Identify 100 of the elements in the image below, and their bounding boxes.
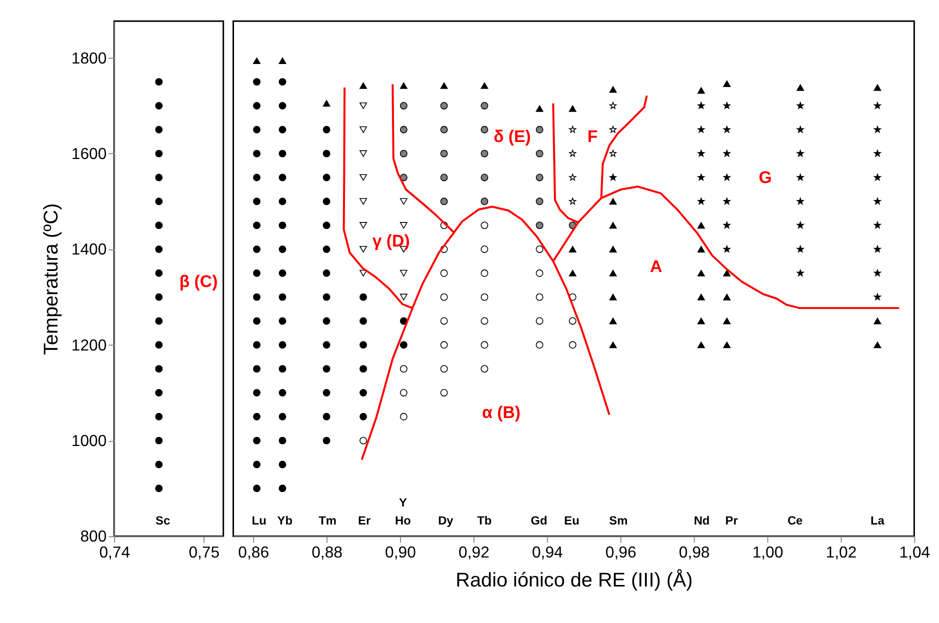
x-tick-label: 1,00 xyxy=(752,544,784,562)
point xyxy=(536,341,544,349)
point xyxy=(155,78,163,86)
annotation: La xyxy=(870,513,885,528)
point xyxy=(322,198,330,206)
x-tick-label: 0,96 xyxy=(605,544,636,562)
point xyxy=(278,78,286,86)
point xyxy=(278,412,286,420)
point xyxy=(480,246,488,253)
point xyxy=(536,317,544,325)
point xyxy=(253,484,260,492)
point xyxy=(360,436,368,444)
point xyxy=(253,246,260,253)
point xyxy=(400,198,408,205)
point xyxy=(440,174,448,182)
point xyxy=(874,342,882,348)
point xyxy=(360,126,368,133)
point xyxy=(697,270,705,276)
point xyxy=(360,246,368,253)
point xyxy=(723,198,730,204)
point xyxy=(609,102,617,109)
point xyxy=(400,389,408,396)
point xyxy=(723,80,731,88)
point xyxy=(253,78,260,86)
point xyxy=(400,270,408,276)
point xyxy=(400,150,408,158)
point xyxy=(796,269,804,276)
point xyxy=(278,484,286,492)
annotation: α (B) xyxy=(482,403,520,422)
point xyxy=(796,150,804,157)
point xyxy=(609,198,617,205)
y-tick-label: 1000 xyxy=(71,433,107,450)
point xyxy=(536,293,544,301)
point xyxy=(360,317,368,325)
point xyxy=(697,294,705,300)
point xyxy=(440,293,448,301)
point xyxy=(360,365,368,373)
x-tick-label: 1,04 xyxy=(899,544,930,562)
point xyxy=(253,341,260,349)
point xyxy=(322,341,330,349)
point xyxy=(322,389,330,396)
x-tick-label: 0,98 xyxy=(678,544,710,562)
point xyxy=(155,484,163,492)
point xyxy=(723,270,731,276)
point xyxy=(440,150,448,158)
point xyxy=(440,365,448,373)
point xyxy=(278,269,286,277)
y-tick-label: 1800 xyxy=(71,50,107,68)
point xyxy=(480,293,488,301)
point xyxy=(796,84,804,91)
point xyxy=(609,222,617,229)
point xyxy=(569,174,576,181)
point xyxy=(609,342,617,348)
point xyxy=(278,365,286,373)
point xyxy=(568,341,576,349)
point xyxy=(278,102,286,110)
annotation: Eu xyxy=(564,513,580,528)
point xyxy=(278,293,286,301)
point xyxy=(400,102,408,110)
annotation: β (C) xyxy=(179,272,218,292)
annotation: Y xyxy=(399,495,408,510)
point xyxy=(155,246,163,253)
point xyxy=(568,105,576,112)
point xyxy=(480,82,488,89)
point xyxy=(697,87,705,94)
x-tick-label: 1,02 xyxy=(826,544,857,562)
point xyxy=(253,222,260,230)
annotation: Ce xyxy=(787,513,804,528)
point xyxy=(155,126,163,134)
point xyxy=(253,293,260,301)
annotation: Sm xyxy=(609,513,628,528)
point xyxy=(723,150,730,157)
annotation: Sc xyxy=(155,513,170,528)
point xyxy=(698,174,705,181)
point xyxy=(480,269,488,277)
point xyxy=(440,269,448,277)
y-tick-label: 1400 xyxy=(71,242,107,259)
point xyxy=(155,102,163,110)
point xyxy=(440,341,448,349)
point xyxy=(440,198,448,206)
point xyxy=(568,317,576,325)
point xyxy=(322,246,330,253)
point xyxy=(697,342,705,348)
point xyxy=(723,294,731,300)
point xyxy=(322,317,330,325)
point xyxy=(278,174,286,182)
point xyxy=(440,102,448,110)
point xyxy=(155,460,163,468)
point xyxy=(155,341,163,349)
point xyxy=(360,174,368,181)
point xyxy=(536,150,544,158)
point xyxy=(796,246,804,252)
point xyxy=(569,126,576,133)
point xyxy=(480,365,488,373)
point xyxy=(278,126,286,134)
point xyxy=(874,269,882,276)
point xyxy=(569,150,576,157)
point xyxy=(874,174,882,181)
point xyxy=(609,86,617,93)
point xyxy=(698,150,705,157)
